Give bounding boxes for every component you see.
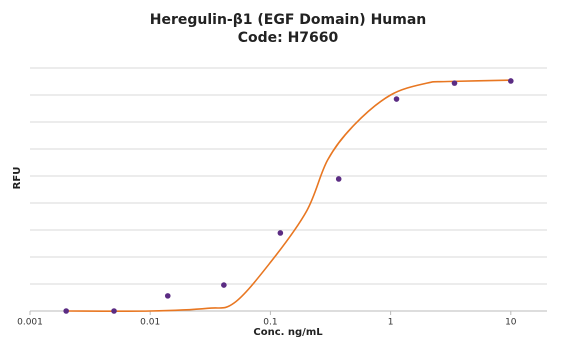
x-tick-label: 0.01: [140, 318, 160, 328]
x-axis-label: Conc. ng/mL: [253, 327, 323, 338]
x-tick-label: 1: [388, 318, 394, 328]
data-point: [393, 96, 400, 102]
fit-curve: [66, 79, 511, 312]
chart-subtitle: Code: H7660: [238, 30, 339, 46]
data-point: [277, 230, 284, 236]
data-point: [111, 308, 117, 314]
data-point: [335, 176, 342, 182]
data-point: [63, 308, 69, 314]
data-point: [508, 78, 514, 84]
chart-title: Heregulin-β1 (EGF Domain) Human: [150, 12, 427, 28]
data-point: [451, 80, 458, 86]
data-point: [221, 282, 227, 288]
data-point: [164, 293, 171, 299]
x-tick-label: 0.1: [263, 318, 277, 328]
x-tick-label: 10: [505, 318, 517, 328]
x-tick-label: 0.001: [17, 318, 43, 328]
y-axis-label: RFU: [12, 167, 23, 190]
